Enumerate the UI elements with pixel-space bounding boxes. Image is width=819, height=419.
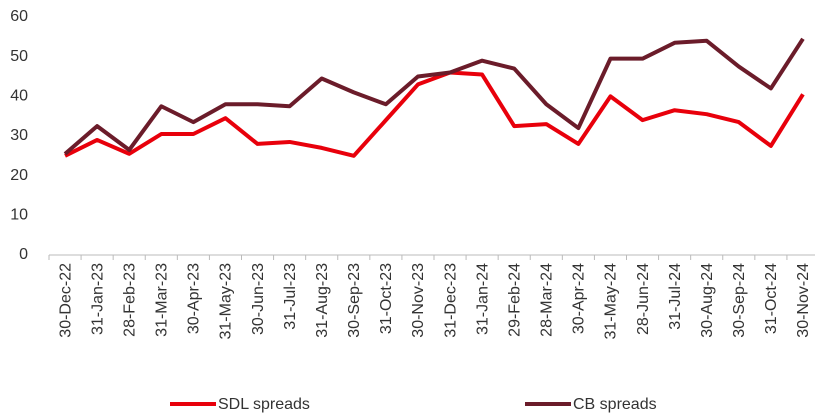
y-tick-label: 10	[10, 207, 28, 224]
x-tick-label: 30-Sep-24	[731, 263, 748, 338]
x-tick-label: 28-Feb-23	[121, 263, 138, 337]
x-tick-label: 30-Nov-23	[410, 263, 427, 338]
x-tick-label: 31-May-24	[603, 263, 620, 340]
y-tick-label: 40	[10, 88, 28, 105]
x-tick-label: 30-Jun-23	[250, 263, 267, 335]
x-tick-label: 30-Sep-23	[346, 263, 363, 338]
x-tick-label: 30-Aug-24	[699, 263, 716, 338]
x-tick-label: 30-Apr-24	[571, 263, 588, 334]
x-tick-label: 31-Jul-23	[282, 263, 299, 330]
y-tick-label: 20	[10, 167, 28, 184]
x-tick-label: 29-Feb-24	[506, 263, 523, 337]
x-tick-label: 31-Jan-24	[474, 263, 491, 335]
x-tick-label: 31-Mar-23	[154, 263, 171, 337]
x-tick-label: 31-Jul-24	[667, 263, 684, 330]
y-tick-label: 50	[10, 48, 28, 65]
x-tick-label: 30-Apr-23	[186, 263, 203, 334]
x-tick-label: 31-Oct-24	[763, 263, 780, 334]
x-tick-label: 28-Mar-24	[539, 263, 556, 337]
series-line	[63, 37, 805, 156]
x-tick-label: 31-May-23	[218, 263, 235, 340]
x-tick-label: 30-Nov-24	[795, 263, 812, 338]
y-tick-label: 0	[19, 246, 28, 263]
y-tick-label: 60	[10, 8, 28, 25]
x-tick-label: 31-Jan-23	[89, 263, 106, 335]
x-tick-label: 28-Jun-24	[635, 263, 652, 335]
x-tick-label: 31-Oct-23	[378, 263, 395, 334]
y-tick-label: 30	[10, 127, 28, 144]
x-tick-label: 31-Dec-23	[442, 263, 459, 338]
x-tick-label: 31-Aug-23	[314, 263, 331, 338]
x-tick-label: 30-Dec-22	[57, 263, 74, 338]
series-line	[64, 70, 805, 158]
legend-label: CB spreads	[573, 396, 657, 413]
legend-label: SDL spreads	[218, 396, 310, 413]
